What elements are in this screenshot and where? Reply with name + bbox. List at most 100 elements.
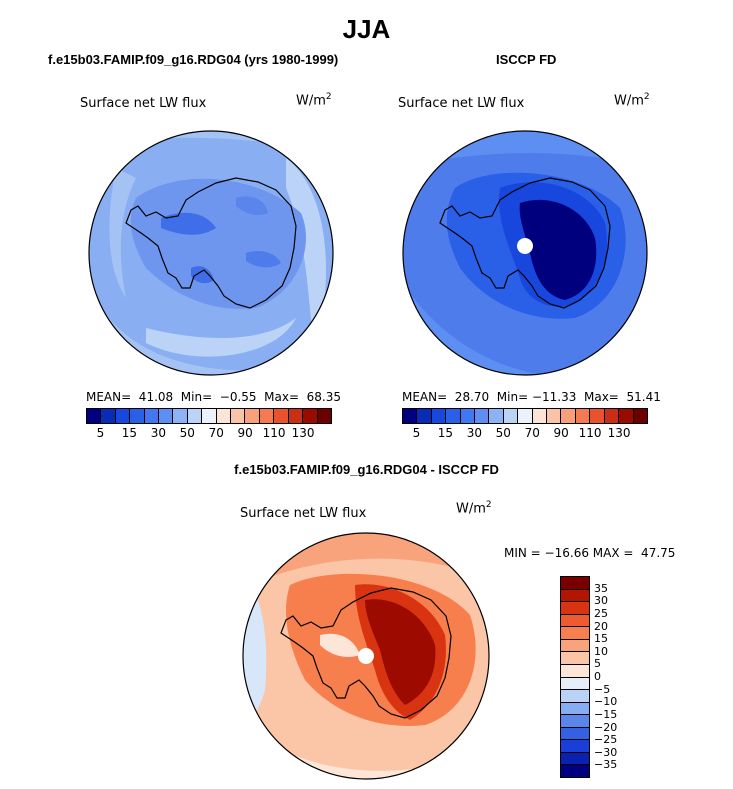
colorbar-swatch xyxy=(216,409,232,423)
colorbar-swatch xyxy=(403,409,418,423)
colorbar-swatch xyxy=(503,409,519,423)
colorbar-swatch xyxy=(274,409,289,423)
colorbar-swatch xyxy=(561,577,589,590)
colorbar-tick-label: −20 xyxy=(594,720,618,734)
panel2-colorbar xyxy=(402,408,648,424)
panel3-contour xyxy=(320,633,360,657)
colorbar-swatch xyxy=(489,409,504,423)
colorbar-swatch xyxy=(547,409,562,423)
colorbar-swatch xyxy=(561,765,589,777)
colorbar-swatch xyxy=(561,627,589,640)
panel2-contour xyxy=(519,199,597,300)
colorbar-swatch xyxy=(575,409,591,423)
colorbar-tick-label: 90 xyxy=(237,426,253,440)
colorbar-tick-label: 35 xyxy=(594,581,608,595)
panel2-units: W/m2 xyxy=(614,92,650,109)
panel3-stats: MIN = −16.66 MAX = 47.75 xyxy=(504,546,676,560)
panel2-stats: MEAN= 28.70 Min= −11.33 Max= 51.41 xyxy=(402,390,661,404)
panel1-contour xyxy=(161,212,216,235)
colorbar-tick-label: −35 xyxy=(594,758,618,772)
colorbar-tick-label: 30 xyxy=(594,594,608,608)
colorbar-tick-label: 130 xyxy=(291,426,315,440)
colorbar-tick-label: 70 xyxy=(524,426,540,440)
colorbar-swatch xyxy=(475,409,490,423)
colorbar-swatch xyxy=(561,614,589,628)
colorbar-tick-label: −5 xyxy=(594,682,611,696)
panel2-map xyxy=(402,130,648,376)
colorbar-swatch xyxy=(87,409,102,423)
panel3-coastline xyxy=(280,587,452,719)
colorbar-swatch xyxy=(604,409,620,423)
panel3-contour xyxy=(365,599,436,705)
colorbar-swatch xyxy=(633,409,647,423)
colorbar-tick-label: −10 xyxy=(594,695,618,709)
colorbar-tick-label: 70 xyxy=(208,426,224,440)
colorbar-tick-label: 50 xyxy=(179,426,195,440)
colorbar-tick-label: 5 xyxy=(594,657,601,671)
colorbar-tick-label: 50 xyxy=(495,426,511,440)
colorbar-tick-label: 110 xyxy=(262,426,286,440)
colorbar-swatch xyxy=(561,664,589,678)
colorbar-tick-label: 15 xyxy=(121,426,138,440)
panel3-units: W/m2 xyxy=(456,500,492,517)
colorbar-tick-label: 5 xyxy=(412,426,421,440)
colorbar-swatch xyxy=(417,409,432,423)
panel3-pole-hole xyxy=(358,648,374,664)
panel3-variable-label: Surface net LW flux xyxy=(240,506,367,521)
colorbar-tick-label: 20 xyxy=(594,619,608,633)
colorbar-tick-label: 130 xyxy=(607,426,631,440)
panel1-colorbar-ticks: 5 15 30 50 70 90 110 130 xyxy=(86,426,330,442)
colorbar-swatch xyxy=(173,409,188,423)
colorbar-tick-label: 10 xyxy=(594,644,608,658)
panel3-colorbar-ticks: 35 30 25 20 15 10 5 0 −5 −10 −15 −20 −25 −30 −35 xyxy=(594,576,654,776)
panel1-colorbar xyxy=(86,408,332,424)
colorbar-swatch xyxy=(561,409,576,423)
panel2-colorbar-ticks: 5 15 30 50 70 90 110 130 xyxy=(402,426,646,442)
colorbar-tick-label: 30 xyxy=(466,426,482,440)
panel1-contour xyxy=(191,266,214,284)
panel1-case-title: f.e15b03.FAMIP.f09_g16.RDG04 (yrs 1980-1… xyxy=(48,52,339,67)
colorbar-swatch xyxy=(561,702,589,716)
colorbar-swatch xyxy=(460,409,476,423)
colorbar-swatch xyxy=(561,690,589,703)
colorbar-swatch xyxy=(159,409,174,423)
colorbar-swatch xyxy=(561,602,589,615)
colorbar-swatch xyxy=(518,409,533,423)
colorbar-tick-label: −30 xyxy=(594,745,618,759)
panel2-map-border xyxy=(402,130,648,376)
colorbar-swatch xyxy=(231,409,246,423)
colorbar-swatch xyxy=(561,715,589,728)
colorbar-swatch xyxy=(561,727,589,741)
panel1-contour xyxy=(246,251,281,268)
panel3-case-title: f.e15b03.FAMIP.f09_g16.RDG04 - ISCCP FD xyxy=(234,462,499,477)
colorbar-swatch xyxy=(561,639,589,653)
colorbar-swatch xyxy=(561,752,589,766)
colorbar-tick-label: 90 xyxy=(553,426,569,440)
panel3-colorbar xyxy=(560,576,590,778)
colorbar-swatch xyxy=(561,740,589,753)
colorbar-swatch xyxy=(245,409,260,423)
panel3-map xyxy=(242,532,490,780)
panel1-stats: MEAN= 41.08 Min= −0.55 Max= 68.35 xyxy=(86,390,342,404)
panel2-coastline xyxy=(439,177,611,309)
colorbar-swatch xyxy=(259,409,275,423)
panel1-contour xyxy=(146,318,296,357)
colorbar-swatch xyxy=(115,409,131,423)
panel1-map-border xyxy=(88,130,334,376)
panel2-pole-hole xyxy=(517,238,533,254)
panel1-contour xyxy=(109,168,136,298)
colorbar-swatch xyxy=(202,409,217,423)
colorbar-tick-label: −25 xyxy=(594,733,618,747)
panel1-contour xyxy=(286,158,326,348)
colorbar-tick-label: 15 xyxy=(594,632,608,646)
colorbar-tick-label: 5 xyxy=(96,426,105,440)
colorbar-swatch xyxy=(144,409,160,423)
panel1-contour xyxy=(236,196,268,216)
panel1-units: W/m2 xyxy=(296,92,332,109)
colorbar-tick-label: −15 xyxy=(594,707,618,721)
colorbar-swatch xyxy=(288,409,304,423)
panel3-map-border xyxy=(242,532,490,780)
panel2-variable-label: Surface net LW flux xyxy=(398,96,525,111)
colorbar-swatch xyxy=(431,409,447,423)
colorbar-tick-label: 25 xyxy=(594,606,608,620)
